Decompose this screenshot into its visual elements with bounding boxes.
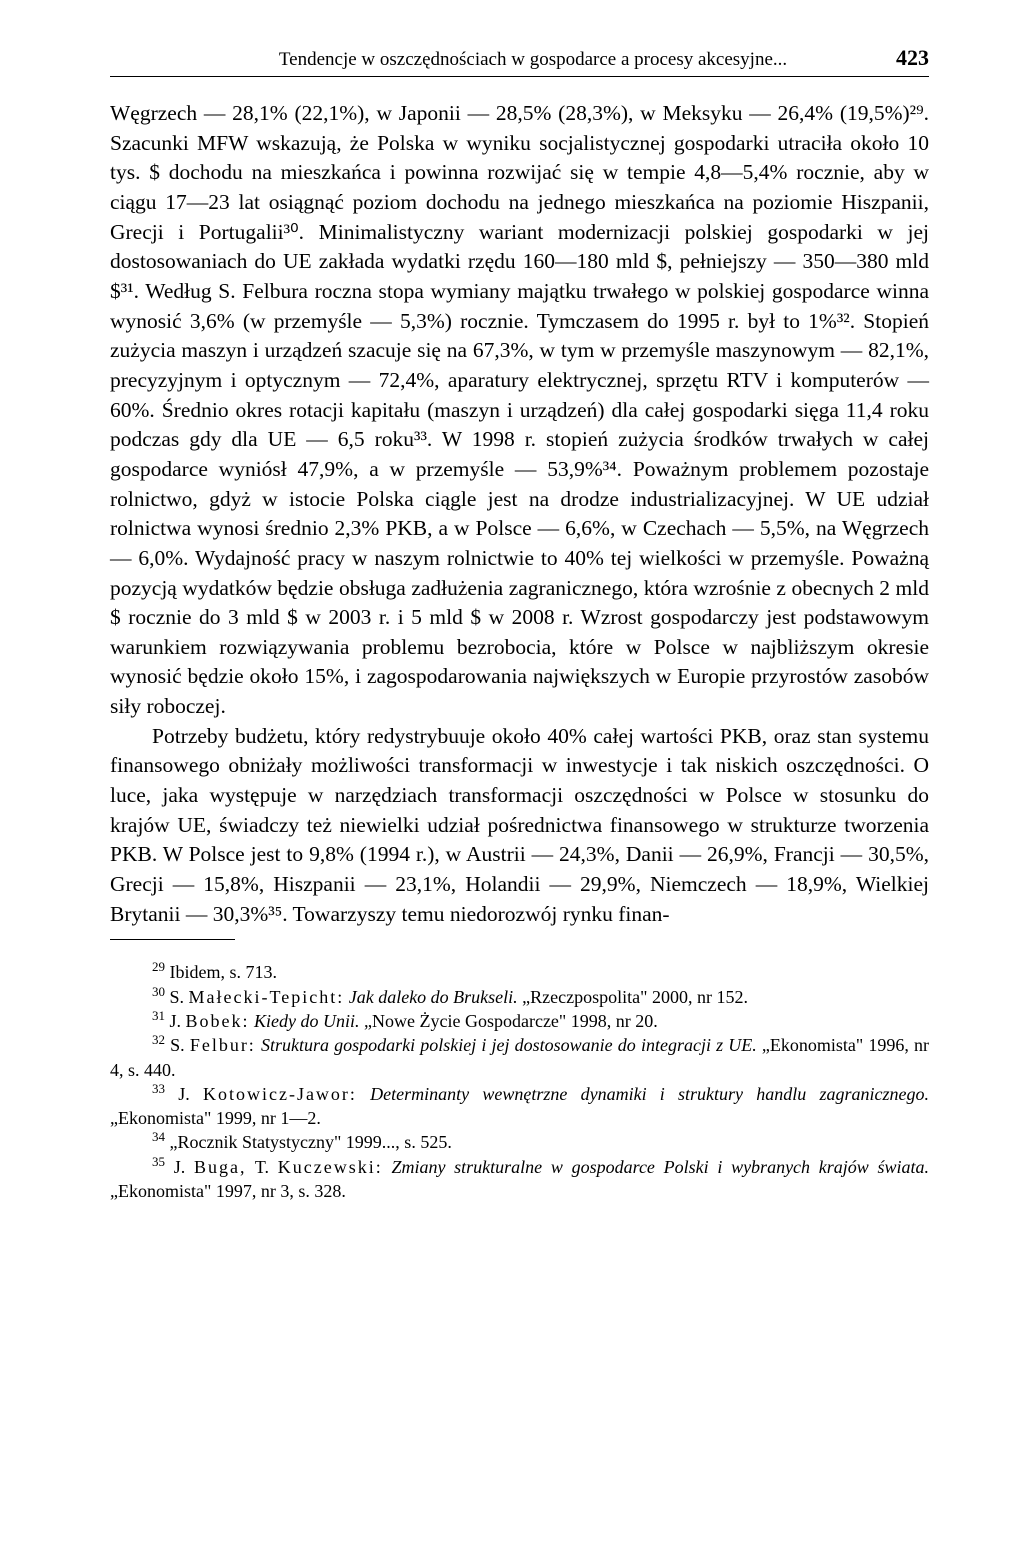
footnote-number: 34 [152,1129,165,1144]
footnote-title: Zmiany strukturalne w gospodarce Polski … [383,1157,929,1177]
footnote-number: 30 [152,984,165,999]
footnotes-section: 29 Ibidem, s. 713. 30 S. Małecki-Tepicht… [110,960,929,1203]
footnote-text: J. [165,1084,203,1104]
footnote-title: Kiedy do Unii. [250,1011,360,1031]
footnote-text: „Rzeczpospolita" 2000, nr 152. [518,987,748,1007]
footnote-author: Kuczewski: [278,1157,383,1177]
footnote-author: Kotowicz-Jawor: [203,1084,357,1104]
footnote-29: 29 Ibidem, s. 713. [110,960,929,984]
footnote-number: 31 [152,1008,165,1023]
paragraph-2: Potrzeby budżetu, który redystrybuuje ok… [110,722,929,930]
footnote-title: Jak daleko do Brukseli. [344,987,517,1007]
body-text: Węgrzech — 28,1% (22,1%), w Japonii — 28… [110,99,929,929]
footnote-text: J. [165,1157,194,1177]
paragraph-1: Węgrzech — 28,1% (22,1%), w Japonii — 28… [110,99,929,722]
footnote-text: „Ekonomista" 1997, nr 3, s. 328. [110,1181,346,1201]
page-header: Tendencje w oszczędnościach w gospodarce… [110,45,929,77]
footnote-33: 33 J. Kotowicz-Jawor: Determinanty wewnę… [110,1082,929,1131]
footnote-text: „Nowe Życie Gospodarcze" 1998, nr 20. [360,1011,658,1031]
footnote-text: S. [165,987,189,1007]
footnote-author: Bobek: [186,1011,250,1031]
footnote-35: 35 J. Buga, T. Kuczewski: Zmiany struktu… [110,1155,929,1204]
footnote-34: 34 „Rocznik Statystyczny" 1999..., s. 52… [110,1130,929,1154]
footnote-30: 30 S. Małecki-Tepicht: Jak daleko do Bru… [110,985,929,1009]
footnote-text: J. [165,1011,186,1031]
footnote-separator [110,939,235,940]
footnote-number: 33 [152,1081,165,1096]
footnote-32: 32 S. Felbur: Struktura gospodarki polsk… [110,1033,929,1082]
footnote-author: Buga, [194,1157,247,1177]
footnote-author: Felbur: [190,1035,256,1055]
page-number: 423 [896,45,929,71]
footnote-text: „Rocznik Statystyczny" 1999..., s. 525. [165,1132,452,1152]
footnote-text: T. [246,1157,277,1177]
footnote-text: Ibidem, s. 713. [165,962,277,982]
footnote-number: 29 [152,959,165,974]
footnote-title: Determinanty wewnętrzne dynamiki i struk… [357,1084,929,1104]
running-title: Tendencje w oszczędnościach w gospodarce… [110,49,896,71]
footnote-text: S. [165,1035,190,1055]
footnote-number: 32 [152,1032,165,1047]
footnote-title: Struktura gospodarki polskiej i jej dost… [256,1035,757,1055]
footnote-text: „Ekonomista" 1999, nr 1—2. [110,1108,321,1128]
footnote-author: Małecki-Tepicht: [189,987,345,1007]
footnote-number: 35 [152,1154,165,1169]
footnote-31: 31 J. Bobek: Kiedy do Unii. „Nowe Życie … [110,1009,929,1033]
